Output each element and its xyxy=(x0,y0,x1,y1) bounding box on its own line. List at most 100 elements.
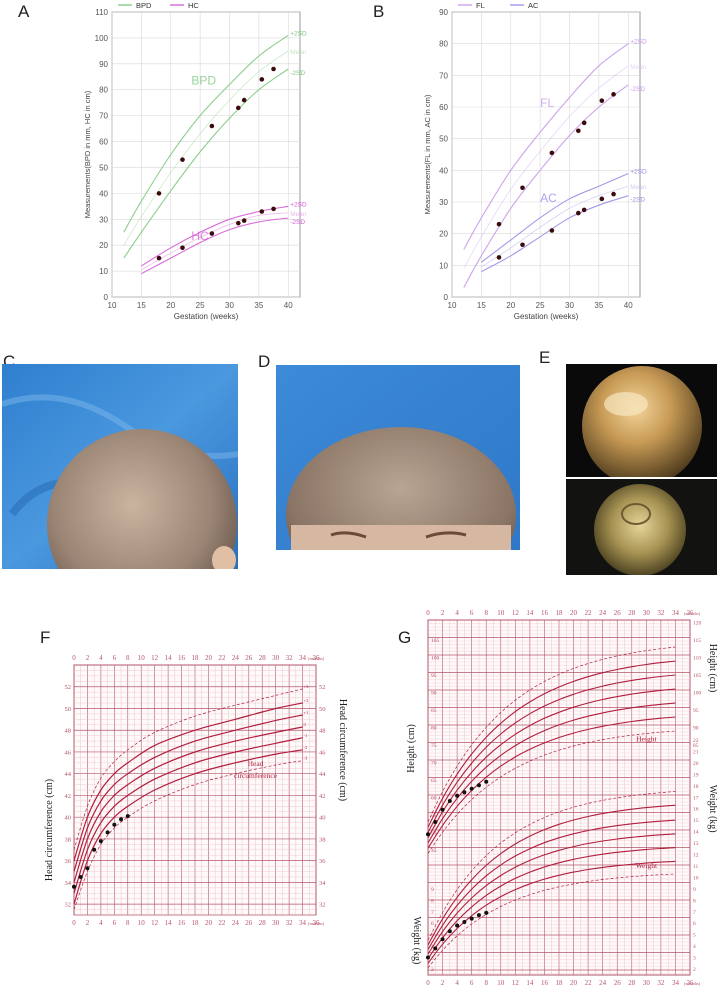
y-tick-label: 20 xyxy=(439,230,448,239)
sd-label: -2SD xyxy=(630,197,645,204)
sd-label: +2SD xyxy=(630,39,647,46)
chart-f-head-circumference: 0022446688101012121414161618182020222224… xyxy=(44,654,348,927)
y-tick-label-left: 48 xyxy=(65,728,72,735)
photo-c-infant-head-side xyxy=(2,364,238,569)
x-tick-label-bottom: 16 xyxy=(541,979,549,987)
height-tick-label-right: 110 xyxy=(693,656,701,662)
panel-label-g: G xyxy=(398,628,412,647)
sd-label: +2SD xyxy=(290,201,307,208)
weight-tick-label-right: 12 xyxy=(693,853,699,859)
y-tick-label: 50 xyxy=(439,135,448,144)
data-point-weight xyxy=(476,913,481,918)
weight-tick-label-right: 2 xyxy=(693,967,696,973)
reference-curve-plus1 xyxy=(73,714,303,872)
x-tick-label-top: 24 xyxy=(232,654,240,662)
y-tick-label: 90 xyxy=(99,60,108,69)
height-tick-label-left: 95 xyxy=(431,673,437,679)
weight-tick-label-right: 4 xyxy=(693,944,696,950)
data-point-head-circumference xyxy=(72,884,76,889)
plot-area xyxy=(451,11,641,298)
data-point-height xyxy=(455,793,460,798)
x-tick-label: 40 xyxy=(284,301,293,310)
plot-area xyxy=(111,11,301,298)
x-tick-label-bottom: 28 xyxy=(628,979,636,987)
y-tick-label: 0 xyxy=(444,293,449,302)
x-unit-bottom: (months) xyxy=(684,981,701,986)
reference-weight-curve xyxy=(427,804,676,946)
x-tick-label-bottom: 10 xyxy=(497,979,505,987)
x-tick-label-top: 30 xyxy=(643,609,651,617)
data-point-head-circumference xyxy=(125,814,130,819)
data-point-hc xyxy=(156,255,162,261)
height-tick-label-left: 75 xyxy=(431,743,437,749)
data-point-weight xyxy=(447,929,452,934)
data-point-hc xyxy=(259,209,265,214)
x-unit-bottom: (months) xyxy=(308,921,325,926)
data-point-fl xyxy=(496,221,502,227)
inner-label-line-2: circumference xyxy=(234,771,278,780)
inner-label-weight: Weight xyxy=(636,861,658,870)
height-tick-label-left: 70 xyxy=(431,761,437,767)
weight-tick-label-right: 19 xyxy=(693,772,699,778)
x-tick-label-top: 14 xyxy=(165,654,173,662)
sd-curve-label: -3 xyxy=(304,756,308,761)
weight-tick-label-left: 7 xyxy=(431,910,434,916)
x-tick-label: 20 xyxy=(506,301,515,310)
x-tick-label: 25 xyxy=(536,301,545,310)
y-tick-label: 100 xyxy=(95,34,109,43)
weight-tick-label-right: 16 xyxy=(693,807,699,813)
y-tick-label: 10 xyxy=(439,261,448,270)
weight-tick-label-left: 3 xyxy=(431,956,434,962)
data-point-hc xyxy=(180,245,185,251)
x-tick-label-top: 26 xyxy=(245,654,253,662)
weight-tick-label-right: 10 xyxy=(693,875,699,881)
weight-tick-label-right: 13 xyxy=(693,841,699,847)
y-tick-label-left: 50 xyxy=(65,706,72,713)
y-tick-label: 90 xyxy=(439,8,448,17)
y-tick-label-left: 52 xyxy=(65,684,72,691)
data-point-bpd xyxy=(209,123,215,129)
x-tick-label-top: 12 xyxy=(512,609,519,617)
reference-curve-plus2 xyxy=(73,702,303,861)
x-tick-label-top: 22 xyxy=(585,609,593,617)
x-tick-label-top: 2 xyxy=(441,609,445,617)
x-tick-label-bottom: 18 xyxy=(556,979,564,987)
x-tick-label: 10 xyxy=(108,301,117,310)
x-tick-label-bottom: 6 xyxy=(470,979,474,987)
x-tick-label-bottom: 36 xyxy=(687,979,695,987)
x-tick-label-bottom: 16 xyxy=(178,919,186,927)
x-tick-label-top: 0 xyxy=(72,654,76,662)
x-tick-label-bottom: 26 xyxy=(245,919,253,927)
data-point-weight xyxy=(469,916,474,921)
x-tick-label-top: 6 xyxy=(113,654,117,662)
inner-label-height: Height xyxy=(636,735,657,744)
data-point-fl xyxy=(576,128,581,134)
y-tick-label-right: 44 xyxy=(319,771,326,778)
data-point-height xyxy=(440,807,445,812)
x-tick-label-top: 12 xyxy=(151,654,159,662)
data-point-bpd xyxy=(241,97,247,103)
panel-label-d: D xyxy=(258,352,271,371)
reference-weight-curve xyxy=(427,791,676,941)
data-point-ac xyxy=(611,191,616,197)
sd-label: +2SD xyxy=(630,169,647,176)
weight-tick-label-right: 11 xyxy=(693,864,699,870)
sd-label: -2SD xyxy=(630,86,645,93)
data-point-ac xyxy=(581,207,587,213)
x-tick-label-bottom: 14 xyxy=(165,919,173,927)
data-point-hc xyxy=(241,218,247,223)
y-tick-label-left: 44 xyxy=(65,771,72,778)
x-tick-label-bottom: 34 xyxy=(672,979,680,987)
y-axis-label-left: Head circumference (cm) xyxy=(44,779,55,881)
x-tick-label-bottom: 32 xyxy=(286,919,294,927)
data-point-head-circumference xyxy=(112,822,117,827)
data-point-bpd xyxy=(236,105,241,111)
x-tick-label: 30 xyxy=(565,301,574,310)
endoscope-view-top xyxy=(582,366,702,486)
x-tick-label-bottom: 8 xyxy=(126,919,130,927)
data-point-head-circumference xyxy=(119,817,124,822)
curve-label: FL xyxy=(540,96,554,110)
data-point-fl xyxy=(599,98,605,103)
x-tick-label-top: 8 xyxy=(484,609,488,617)
